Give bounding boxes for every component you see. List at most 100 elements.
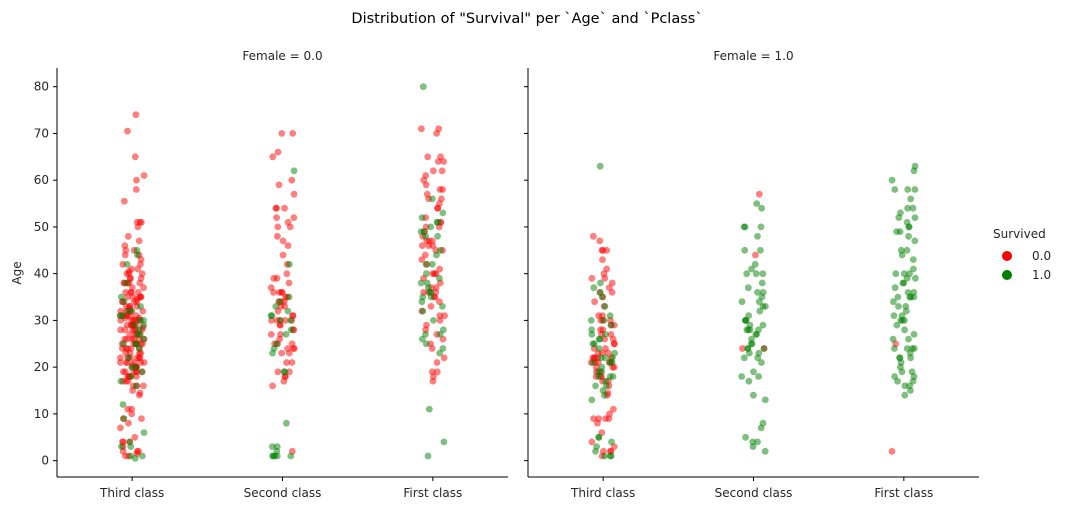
y-tick-label-0: 0 [41,454,49,468]
point-0-1-0-21 [120,340,127,348]
point-1-1-2-46 [897,317,904,324]
point-1-1-0-42 [601,452,609,460]
point-0-0-0-146 [140,382,147,390]
panel-0: Female = 0.0 0 10 20 30 40 50 60 70 80 Third class… [34,49,508,500]
point-0-0-0-114 [117,354,124,362]
point-0-0-2-64 [433,359,441,366]
point-1-1-0-11 [602,331,609,338]
point-0-0-1-16 [279,237,287,245]
point-0-0-2-66 [433,368,441,376]
x-tick-label-1-1: Second class [715,486,793,500]
point-1-1-2-17 [905,232,912,240]
point-0-0-2-56 [436,317,444,324]
point-0-1-0-31 [120,415,128,422]
point-1-1-1-1 [758,204,765,212]
point-0-1-0-34 [127,443,135,450]
point-1-1-2-43 [890,312,898,320]
point-1-0-0-66 [594,419,601,427]
point-0-1-0-5 [120,298,128,306]
point-1-0-0-15 [591,298,598,306]
point-1-1-0-6 [606,312,614,320]
point-0-0-2-8 [438,167,446,175]
point-0-0-2-11 [422,181,430,189]
point-1-1-2-50 [889,335,897,343]
point-0-1-2-14 [429,260,436,268]
point-0-1-0-26 [138,368,146,376]
point-0-1-2-0 [419,83,427,91]
point-1-1-0-21 [597,354,605,362]
point-0-1-2-6 [427,223,435,231]
point-0-1-2-12 [433,251,440,259]
point-1-1-1-44 [754,354,762,362]
point-1-1-1-19 [738,298,746,306]
point-1-1-1-22 [756,307,764,315]
point-1-1-2-19 [903,246,911,254]
point-0-0-1-13 [274,223,282,231]
point-1-1-0-35 [601,391,608,399]
point-0-1-1-0 [290,167,298,175]
point-1-1-1-42 [746,349,753,357]
point-0-1-2-22 [427,293,435,301]
point-0-1-0-18 [140,335,148,343]
point-1-1-2-55 [910,345,918,352]
point-0-1-2-15 [423,270,430,278]
point-1-1-0-32 [592,382,599,390]
panel-title-0: Female = 0.0 [242,49,322,63]
point-1-0-0-12 [608,289,616,296]
point-1-1-1-58 [761,447,769,455]
point-0-0-0-43 [124,293,131,301]
point-0-1-1-25 [287,452,295,460]
point-0-1-1-9 [277,317,284,324]
point-1-0-0-0 [590,232,597,240]
point-1-0-1-0 [755,190,763,198]
point-0-1-0-38 [131,454,139,462]
point-1-1-2-38 [890,298,897,306]
point-1-1-0-12 [588,331,596,338]
point-1-1-2-67 [909,377,917,385]
point-1-1-1-13 [758,279,766,287]
point-0-1-1-3 [276,298,283,306]
point-1-1-2-30 [900,279,908,287]
point-1-1-1-18 [755,298,763,306]
point-1-0-0-64 [590,415,597,422]
point-0-1-0-29 [132,382,140,390]
point-1-1-2-2 [888,176,896,184]
point-1-1-2-10 [895,214,903,222]
point-1-1-1-11 [752,270,760,278]
point-1-1-2-48 [901,326,908,334]
point-0-0-2-1 [418,125,425,133]
point-0-0-1-3 [269,153,277,161]
legend-title: Survived [993,227,1046,241]
point-0-0-0-156 [124,419,132,427]
point-0-1-2-11 [437,246,444,254]
point-1-1-2-3 [911,186,919,193]
point-0-1-2-27 [430,317,437,324]
point-0-1-2-34 [436,349,443,357]
y-tick-label-80: 80 [34,80,49,94]
y-tick-label-50: 50 [34,220,49,234]
point-0-0-1-66 [269,382,276,390]
point-0-1-0-3 [123,279,130,287]
point-1-1-1-45 [758,359,765,366]
point-0-0-2-38 [436,265,443,273]
point-1-1-1-21 [762,303,769,310]
point-0-0-1-18 [279,251,287,259]
point-0-0-1-8 [273,204,280,212]
point-0-1-0-28 [117,377,125,385]
point-1-1-2-8 [904,204,911,212]
point-1-1-1-9 [748,265,755,273]
point-0-0-1-23 [285,279,293,287]
point-0-1-0-27 [127,373,135,380]
point-1-0-0-31 [610,340,618,348]
point-1-1-1-8 [751,260,759,268]
point-1-1-2-39 [895,303,902,310]
point-0-0-1-61 [274,368,282,376]
point-1-1-2-62 [898,368,906,376]
point-1-1-2-28 [903,274,911,282]
point-1-1-1-40 [760,345,768,352]
point-0-0-0-123 [116,359,124,366]
x-tick-label-1-2: First class [874,486,933,500]
chart-title: Distribution of "Survival" per `Age` and… [351,11,702,27]
point-0-0-2-68 [429,377,437,385]
